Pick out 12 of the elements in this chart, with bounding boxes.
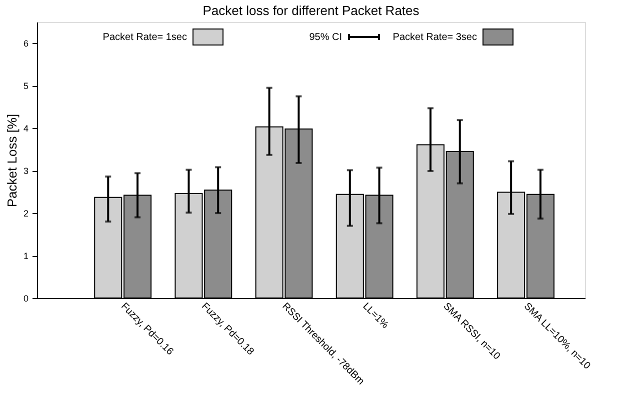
chart-title: Packet loss for different Packet Rates bbox=[202, 3, 420, 18]
y-tick-label: 1 bbox=[23, 251, 28, 262]
y-tick-label: 6 bbox=[23, 38, 28, 49]
y-tick-label: 4 bbox=[23, 124, 28, 134]
y-tick-label: 3 bbox=[23, 166, 28, 176]
y-tick-label: 2 bbox=[23, 208, 28, 219]
y-axis-title: Packet Loss [%] bbox=[4, 114, 20, 208]
y-tick-label: 0 bbox=[23, 294, 28, 304]
legend-label: Packet Rate= 1sec bbox=[102, 32, 187, 43]
legend-label: Packet Rate= 3sec bbox=[392, 32, 477, 43]
annotation: 95% CI bbox=[309, 32, 342, 43]
y-tick-label: 5 bbox=[23, 81, 28, 92]
